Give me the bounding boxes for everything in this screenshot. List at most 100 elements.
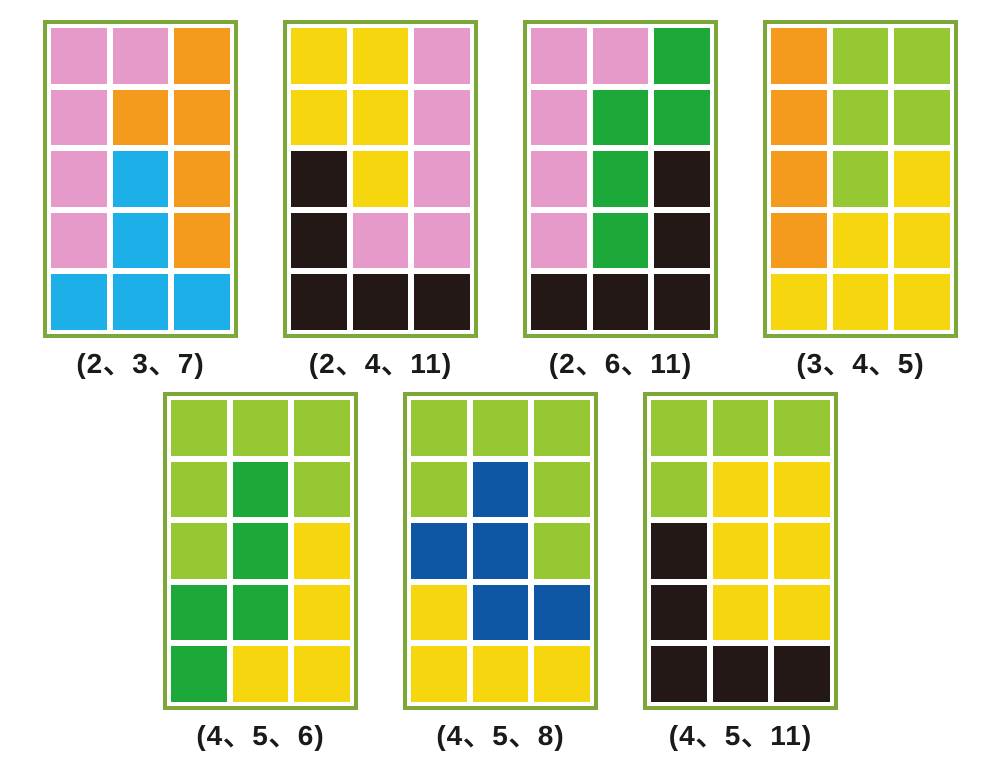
grid-cell bbox=[171, 400, 227, 456]
grid-cell bbox=[771, 28, 827, 84]
grid-cell bbox=[233, 646, 289, 702]
grid-cell bbox=[353, 28, 409, 84]
grid-cell bbox=[171, 462, 227, 518]
grid-cell bbox=[291, 90, 347, 146]
grid-cell bbox=[651, 462, 707, 518]
grid-cell bbox=[291, 274, 347, 330]
grid-cell bbox=[51, 274, 107, 330]
grid-cell bbox=[771, 151, 827, 207]
grid-cell bbox=[473, 585, 529, 641]
grid-cell bbox=[174, 274, 230, 330]
grid-cell bbox=[534, 646, 590, 702]
row-bottom: (4、5、6) (4、5、8) (4、5、11) bbox=[163, 392, 838, 754]
grid-cell bbox=[294, 585, 350, 641]
grid-cell bbox=[531, 28, 587, 84]
panel-wrap: (4、5、8) bbox=[403, 392, 598, 754]
grid-cell bbox=[593, 151, 649, 207]
grid-panel bbox=[523, 20, 718, 338]
grid-cell bbox=[353, 213, 409, 269]
grid-cell bbox=[113, 151, 169, 207]
grid-cell bbox=[113, 274, 169, 330]
grid-cell bbox=[654, 151, 710, 207]
grid-cell bbox=[174, 213, 230, 269]
grid-cell bbox=[414, 28, 470, 84]
grid-cell bbox=[651, 400, 707, 456]
grid-cell bbox=[411, 462, 467, 518]
grid-cell bbox=[473, 523, 529, 579]
grid-cell bbox=[894, 213, 950, 269]
grid-cell bbox=[411, 400, 467, 456]
grid-cell bbox=[593, 213, 649, 269]
grid-cell bbox=[833, 213, 889, 269]
grid-cell bbox=[174, 151, 230, 207]
panel-wrap: (2、6、11) bbox=[523, 20, 718, 382]
grid-cell bbox=[651, 585, 707, 641]
grid-cell bbox=[713, 646, 769, 702]
grid-cell bbox=[833, 274, 889, 330]
grid-cell bbox=[713, 400, 769, 456]
grid-cell bbox=[294, 400, 350, 456]
grid-cell bbox=[774, 400, 830, 456]
grid-cell bbox=[233, 462, 289, 518]
grid-cell bbox=[171, 646, 227, 702]
grid-cell bbox=[51, 28, 107, 84]
grid-cell bbox=[713, 585, 769, 641]
grid-cell bbox=[51, 213, 107, 269]
grid-cell bbox=[894, 28, 950, 84]
grid-cell bbox=[411, 646, 467, 702]
panel-label: (2、4、11) bbox=[309, 342, 452, 382]
panel-wrap: (3、4、5) bbox=[763, 20, 958, 382]
grid-panel bbox=[763, 20, 958, 338]
row-top: (2、3、7) (2、4、11) (2、6、11) (3、4、5) bbox=[43, 20, 958, 382]
grid-cell bbox=[593, 274, 649, 330]
grid-cell bbox=[774, 646, 830, 702]
grid-cell bbox=[233, 585, 289, 641]
grid-cell bbox=[531, 213, 587, 269]
grid-cell bbox=[534, 585, 590, 641]
grid-cell bbox=[113, 28, 169, 84]
panel-label: (3、4、5) bbox=[796, 342, 924, 382]
grid-cell bbox=[771, 213, 827, 269]
grid-cell bbox=[174, 90, 230, 146]
grid-cell bbox=[651, 523, 707, 579]
grid-cell bbox=[353, 151, 409, 207]
grid-cell bbox=[894, 274, 950, 330]
grid-cell bbox=[113, 213, 169, 269]
grid-cell bbox=[771, 90, 827, 146]
grid-cell bbox=[291, 213, 347, 269]
panel-wrap: (4、5、11) bbox=[643, 392, 838, 754]
grid-cell bbox=[531, 274, 587, 330]
grid-cell bbox=[294, 462, 350, 518]
grid-cell bbox=[654, 274, 710, 330]
grid-panel bbox=[403, 392, 598, 710]
grid-cell bbox=[651, 646, 707, 702]
grid-cell bbox=[774, 462, 830, 518]
grid-cell bbox=[51, 151, 107, 207]
grid-cell bbox=[713, 462, 769, 518]
grid-panel bbox=[643, 392, 838, 710]
grid-cell bbox=[473, 462, 529, 518]
grid-cell bbox=[833, 151, 889, 207]
grid-cell bbox=[774, 585, 830, 641]
grid-cell bbox=[894, 90, 950, 146]
grid-cell bbox=[473, 646, 529, 702]
grid-cell bbox=[534, 523, 590, 579]
grid-cell bbox=[534, 462, 590, 518]
grid-cell bbox=[233, 400, 289, 456]
grid-cell bbox=[654, 90, 710, 146]
grid-cell bbox=[291, 28, 347, 84]
grid-cell bbox=[414, 90, 470, 146]
grid-cell bbox=[353, 90, 409, 146]
grid-cell bbox=[51, 90, 107, 146]
panel-label: (4、5、11) bbox=[669, 714, 812, 754]
panel-label: (2、6、11) bbox=[549, 342, 692, 382]
grid-cell bbox=[833, 28, 889, 84]
grid-cell bbox=[894, 151, 950, 207]
grid-cell bbox=[414, 274, 470, 330]
grid-cell bbox=[774, 523, 830, 579]
grid-cell bbox=[531, 151, 587, 207]
panel-label: (2、3、7) bbox=[76, 342, 204, 382]
panel-label: (4、5、6) bbox=[196, 714, 324, 754]
grid-cell bbox=[411, 523, 467, 579]
grid-panel bbox=[43, 20, 238, 338]
